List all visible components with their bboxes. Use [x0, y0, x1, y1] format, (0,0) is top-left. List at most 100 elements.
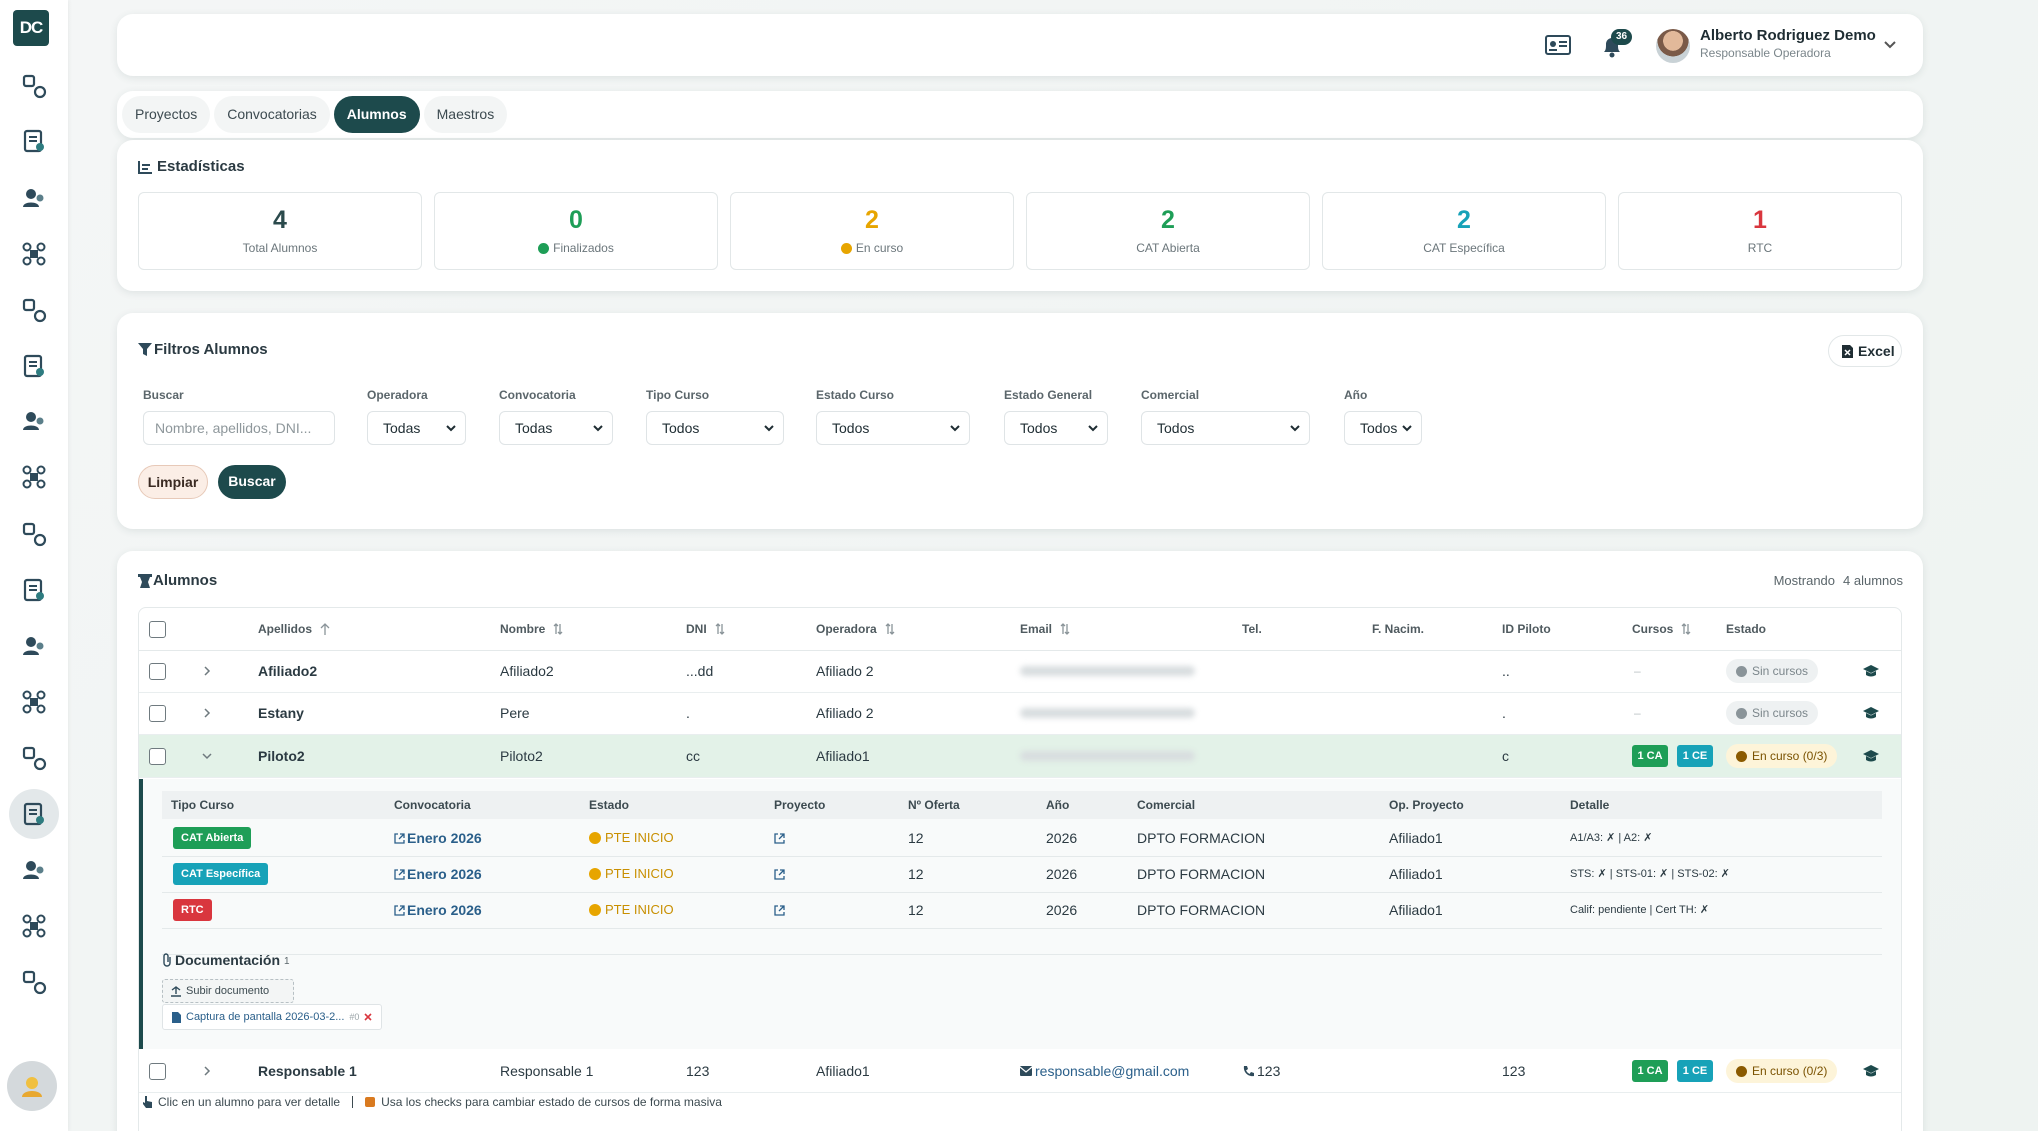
nav-icon[interactable]: [22, 634, 46, 658]
nav-icon[interactable]: [22, 74, 47, 99]
nav-icon[interactable]: [22, 690, 46, 714]
column-header[interactable]: DNI: [686, 622, 707, 636]
nav-icon[interactable]: [22, 186, 46, 210]
detail-column-header: Op. Proyecto: [1389, 798, 1464, 812]
logo[interactable]: DC: [13, 10, 49, 46]
filter-label: Tipo Curso: [646, 388, 710, 402]
convocatoria-link[interactable]: Enero 2026: [407, 866, 482, 882]
operadora: Afiliado 2: [816, 705, 874, 721]
sort-icon[interactable]: [1060, 623, 1070, 635]
row-checkbox[interactable]: [149, 705, 166, 722]
column-header[interactable]: Email: [1020, 622, 1053, 636]
expand-chevron[interactable]: [202, 751, 212, 761]
user-menu-chevron[interactable]: [1884, 40, 1896, 50]
clear-button[interactable]: Limpiar: [138, 465, 208, 499]
nav-icon[interactable]: [22, 242, 46, 266]
external-link-icon[interactable]: [394, 905, 405, 916]
apellidos[interactable]: Afiliado2: [258, 663, 318, 679]
tab[interactable]: Convocatorias: [214, 96, 330, 133]
course-badge: 1 CE: [1677, 1060, 1713, 1082]
sort-icon[interactable]: [553, 623, 563, 635]
column-header[interactable]: Cursos: [1632, 622, 1674, 636]
search-placeholder: Nombre, apellidos, DNI...: [155, 420, 312, 436]
upload-icon: [171, 986, 181, 997]
delete-document-icon[interactable]: [364, 1013, 372, 1021]
course-status: PTE INICIO: [605, 866, 674, 881]
operadora: Afiliado1: [816, 748, 870, 764]
convocatoria-link[interactable]: Enero 2026: [407, 830, 482, 846]
top-header: 36 Alberto Rodriguez Demo Responsable Oper…: [117, 14, 1923, 76]
tab[interactable]: Proyectos: [122, 96, 211, 133]
nav-icon[interactable]: [22, 409, 46, 433]
nav-icon[interactable]: [22, 858, 46, 882]
document-chip[interactable]: Captura de pantalla 2026-03-2... #0: [162, 1004, 383, 1030]
project-link-icon[interactable]: [774, 833, 785, 844]
filter-select[interactable]: Todos: [1344, 411, 1422, 445]
sort-icon[interactable]: [715, 623, 725, 635]
row-checkbox[interactable]: [149, 1063, 166, 1080]
filter-select[interactable]: Todas: [367, 411, 466, 445]
external-link-icon[interactable]: [394, 869, 405, 880]
hint: Usa los checks para cambiar estado de cu…: [381, 1095, 722, 1109]
status-dot: [1736, 665, 1747, 677]
expand-chevron[interactable]: [202, 666, 212, 676]
search-input[interactable]: Nombre, apellidos, DNI...: [143, 411, 335, 445]
user-avatar[interactable]: [1656, 29, 1690, 63]
course-badge: 1 CA: [1632, 1060, 1668, 1082]
filter-select[interactable]: Todos: [816, 411, 970, 445]
external-link-icon[interactable]: [394, 833, 405, 844]
nav-icon[interactable]: [22, 970, 47, 995]
tab[interactable]: Alumnos: [333, 96, 420, 133]
expand-chevron[interactable]: [202, 1066, 212, 1076]
sort-icon[interactable]: [885, 623, 895, 635]
nav-icon[interactable]: [22, 914, 46, 938]
course-cap-icon[interactable]: [1863, 665, 1879, 677]
stat-status-dot: [538, 242, 550, 254]
id-card-icon[interactable]: [1545, 35, 1571, 55]
sort-icon[interactable]: [1681, 623, 1691, 635]
course-cap-icon[interactable]: [1863, 707, 1879, 719]
column-header[interactable]: Apellidos: [258, 622, 313, 636]
apellidos[interactable]: Estany: [258, 705, 304, 721]
stat-label: Finalizados: [553, 241, 614, 255]
excel-button[interactable]: Excel: [1828, 335, 1902, 367]
nav-icon[interactable]: [22, 354, 46, 378]
convocatoria-link[interactable]: Enero 2026: [407, 902, 482, 918]
row-checkbox[interactable]: [149, 748, 166, 765]
status-dot: [1736, 1065, 1747, 1077]
id_piloto: .: [1502, 705, 1506, 721]
apellidos[interactable]: Piloto2: [258, 748, 305, 764]
tab[interactable]: Maestros: [423, 96, 508, 133]
course-cap-icon[interactable]: [1863, 1065, 1879, 1077]
nav-icon[interactable]: [22, 522, 47, 547]
nav-icon[interactable]: [22, 129, 46, 153]
project-link-icon[interactable]: [774, 905, 785, 916]
column-header[interactable]: Operadora: [816, 622, 877, 636]
filter-select[interactable]: Todos: [1141, 411, 1310, 445]
row-checkbox[interactable]: [149, 663, 166, 680]
stat-box: 4 Total Alumnos: [138, 192, 422, 270]
upload-button[interactable]: Subir documento: [162, 979, 294, 1003]
nav-icon[interactable]: [22, 578, 46, 602]
filter-select[interactable]: Todas: [499, 411, 613, 445]
expand-chevron[interactable]: [202, 708, 212, 718]
search-button[interactable]: Buscar: [218, 465, 286, 499]
nav-icon[interactable]: [22, 802, 46, 826]
apellidos[interactable]: Responsable 1: [258, 1063, 357, 1079]
nav-icon[interactable]: [22, 298, 47, 323]
column-header[interactable]: Nombre: [500, 622, 546, 636]
sort-icon[interactable]: [320, 623, 330, 635]
project-link-icon[interactable]: [774, 869, 785, 880]
nav-icon[interactable]: [22, 465, 46, 489]
row-checkbox[interactable]: [149, 621, 166, 638]
email[interactable]: responsable@gmail.com: [1035, 1063, 1190, 1079]
stat-value: 2: [1161, 206, 1175, 234]
operadora: Afiliado 2: [816, 663, 874, 679]
status-pill: En curso (0/2): [1726, 1059, 1838, 1083]
filter-select[interactable]: Todos: [646, 411, 784, 445]
detail-row-divider: [162, 928, 1882, 929]
excel-label: Excel: [1858, 343, 1895, 359]
nav-icon[interactable]: [22, 746, 47, 771]
filter-select[interactable]: Todos: [1004, 411, 1108, 445]
course-cap-icon[interactable]: [1863, 750, 1879, 762]
